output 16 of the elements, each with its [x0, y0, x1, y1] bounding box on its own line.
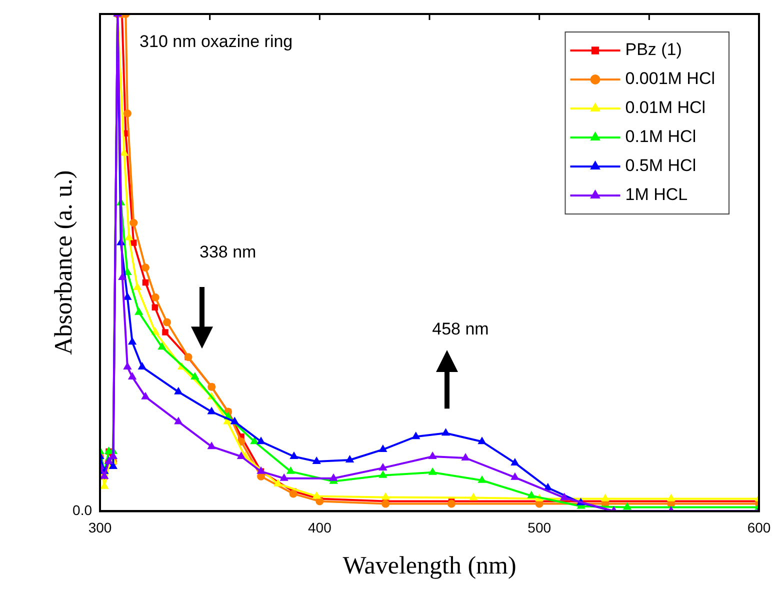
- text: 0.0: [72, 502, 92, 518]
- x-tick-label: 400: [308, 519, 332, 536]
- legend-label: 1M HCL: [625, 185, 688, 204]
- x-tick-label: 500: [528, 519, 552, 536]
- y-axis-title: Absorbance (a. u.): [50, 170, 78, 355]
- x-tick-label: 600: [747, 519, 771, 536]
- x-tick-label: 300: [88, 519, 112, 536]
- x-axis-title: Wavelength (nm): [342, 552, 516, 580]
- legend-label: PBz (1): [625, 40, 682, 60]
- annotation: 338 nm: [199, 242, 256, 262]
- legend-label: 0.5M HCl: [625, 156, 696, 176]
- legend-label: 0.001M HCl: [625, 69, 716, 88]
- annotation: 458 nm: [432, 319, 489, 338]
- legend-label: 0.01M HCl: [625, 98, 706, 118]
- annotation: 310 nm oxazine ring: [140, 32, 293, 52]
- legend-label: 0.1M HCl: [625, 127, 696, 146]
